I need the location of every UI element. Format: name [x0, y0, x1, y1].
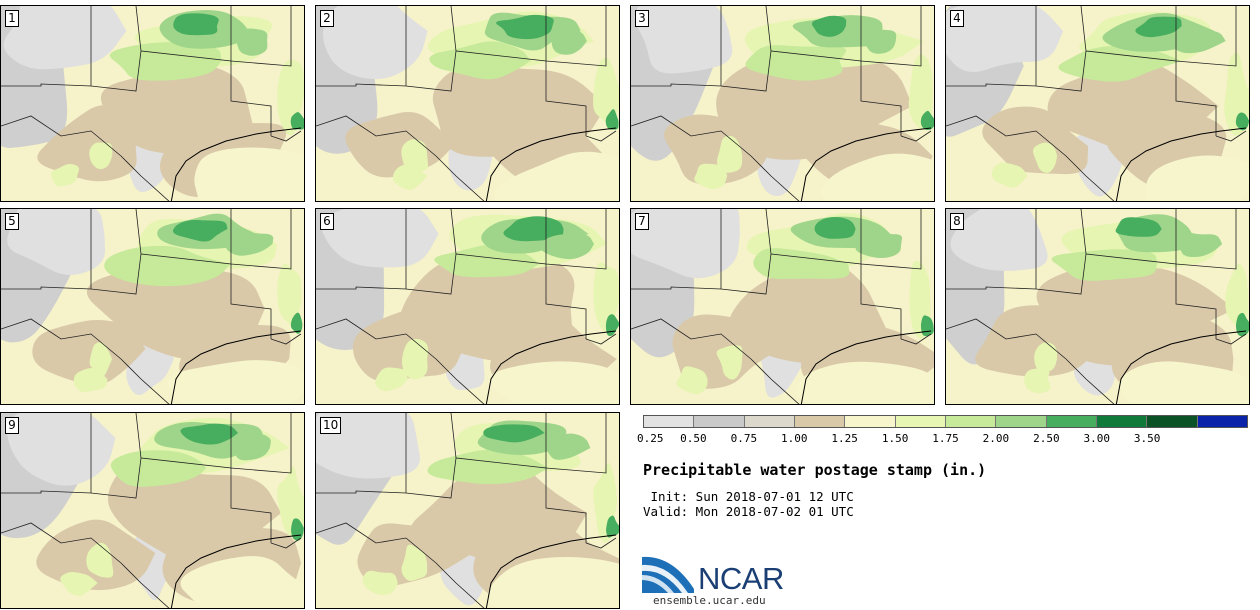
member-label: 6 — [320, 213, 334, 230]
colorbar-segment-9 — [1046, 416, 1097, 427]
colorbar-segment-3 — [744, 416, 795, 427]
precipitable-water-field — [1, 413, 304, 608]
colorbar-tick-labels: 0.25 0.50 0.75 1.00 1.25 1.50 1.75 2.00 2.50 3.00… — [637, 432, 1248, 446]
colorbar-tick-label: 3.50 — [1133, 432, 1161, 445]
precipitable-water-field — [1, 209, 304, 404]
colorbar-segment-8 — [996, 416, 1047, 427]
plot-title: Precipitable water postage stamp (in.) — [643, 461, 987, 479]
colorbar-segment-2 — [694, 416, 745, 427]
colorbar-tick-label: 1.75 — [932, 432, 959, 445]
colorbar-tick-label: 0.75 — [730, 432, 758, 445]
ncar-wordmark: NCAR — [698, 561, 784, 596]
colorbar-segment-5 — [845, 416, 896, 427]
member-label: 8 — [950, 213, 964, 230]
colorbar — [643, 415, 1248, 428]
precipitable-water-field — [946, 209, 1249, 404]
member-10-map: 10 — [315, 412, 620, 609]
colorbar-tick-label: 0.50 — [680, 432, 707, 445]
member-label: 7 — [635, 213, 649, 230]
colorbar-segment-7 — [945, 416, 997, 427]
colorbar-tick-label: 3.00 — [1083, 432, 1111, 445]
member-9-map: 9 — [0, 412, 305, 609]
colorbar-segment-6 — [895, 416, 946, 427]
colorbar-segment-1 — [644, 416, 695, 427]
colorbar-tick-label: 1.50 — [881, 432, 909, 445]
member-8-map: 8 — [945, 208, 1250, 405]
precipitable-water-field — [1, 6, 304, 201]
colorbar-segment-10 — [1096, 416, 1148, 427]
precipitable-water-field — [631, 209, 934, 404]
member-label: 3 — [635, 10, 649, 27]
ensemble-url: ensemble.ucar.edu — [653, 594, 766, 607]
colorbar-tick-label: 2.50 — [1033, 432, 1060, 445]
member-label: 5 — [5, 213, 19, 230]
member-5-map: 5 — [0, 208, 305, 405]
colorbar-segment-12 — [1197, 416, 1247, 427]
member-4-map: 4 — [945, 5, 1250, 202]
member-label: 9 — [5, 417, 19, 434]
colorbar-tick-label: 0.25 — [637, 432, 664, 445]
precipitable-water-field — [316, 6, 619, 201]
ncar-swoosh-icon — [642, 556, 694, 593]
colorbar-tick-label: 1.25 — [831, 432, 858, 445]
member-label: 4 — [950, 10, 964, 27]
member-1-map: 1 — [0, 5, 305, 202]
precipitable-water-field — [316, 413, 619, 608]
member-label: 10 — [320, 417, 342, 434]
colorbar-tick-label: 2.00 — [982, 432, 1010, 445]
precipitable-water-field — [946, 6, 1249, 201]
member-2-map: 2 — [315, 5, 620, 202]
member-3-map: 3 — [630, 5, 935, 202]
colorbar-segment-4 — [794, 416, 846, 427]
colorbar-segment-11 — [1147, 416, 1198, 427]
member-6-map: 6 — [315, 208, 620, 405]
init-time: Init: Sun 2018-07-01 12 UTC — [643, 489, 854, 504]
member-label: 1 — [5, 10, 19, 27]
valid-time: Valid: Mon 2018-07-02 01 UTC — [643, 504, 854, 519]
member-label: 2 — [320, 10, 334, 27]
ncar-logo: NCAR — [642, 553, 802, 601]
colorbar-tick-label: 1.00 — [781, 432, 808, 445]
precipitable-water-field — [631, 6, 934, 201]
member-7-map: 7 — [630, 208, 935, 405]
precipitable-water-field — [316, 209, 619, 404]
